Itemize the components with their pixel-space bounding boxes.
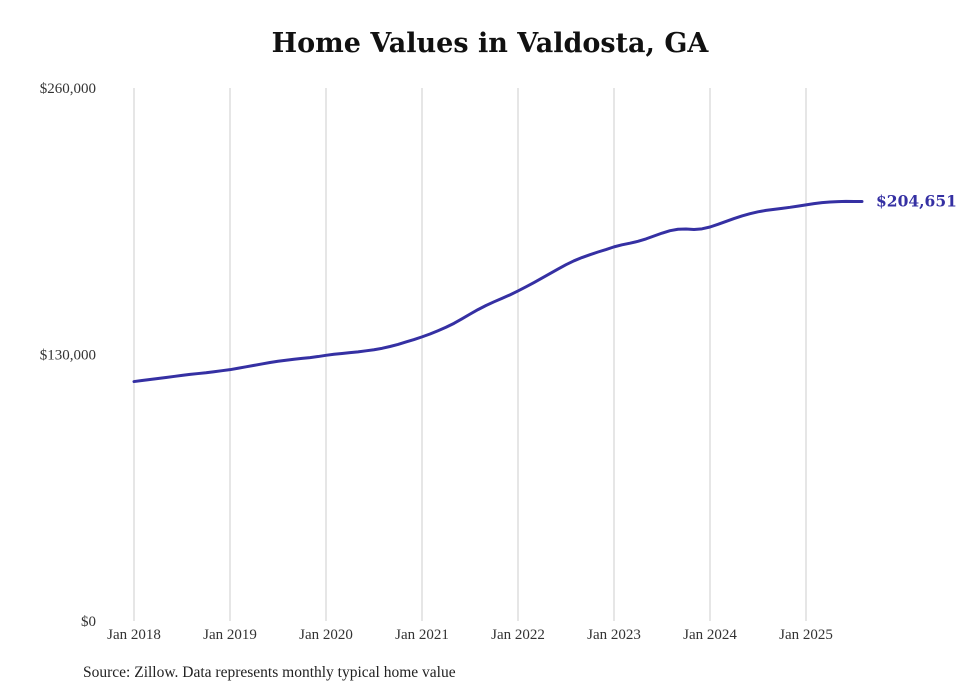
x-tick-label: Jan 2024 xyxy=(683,627,737,643)
x-tick-label: Jan 2021 xyxy=(395,627,449,643)
series-line xyxy=(132,199,864,384)
end-value-label: $204,651 xyxy=(876,191,957,210)
x-tick-label: Jan 2023 xyxy=(587,627,641,643)
x-tick-label: Jan 2022 xyxy=(491,627,545,643)
source-note: Source: Zillow. Data represents monthly … xyxy=(83,664,456,681)
x-tick-label: Jan 2025 xyxy=(779,627,833,643)
y-tick-label: $260,000 xyxy=(40,81,96,97)
y-tick-label: $130,000 xyxy=(40,348,96,364)
x-tick-label: Jan 2019 xyxy=(203,627,257,643)
y-tick-label: $0 xyxy=(81,614,96,630)
chart-title: Home Values in Valdosta, GA xyxy=(271,28,709,59)
x-tick-label: Jan 2018 xyxy=(107,627,161,643)
x-tick-label: Jan 2020 xyxy=(299,627,353,643)
